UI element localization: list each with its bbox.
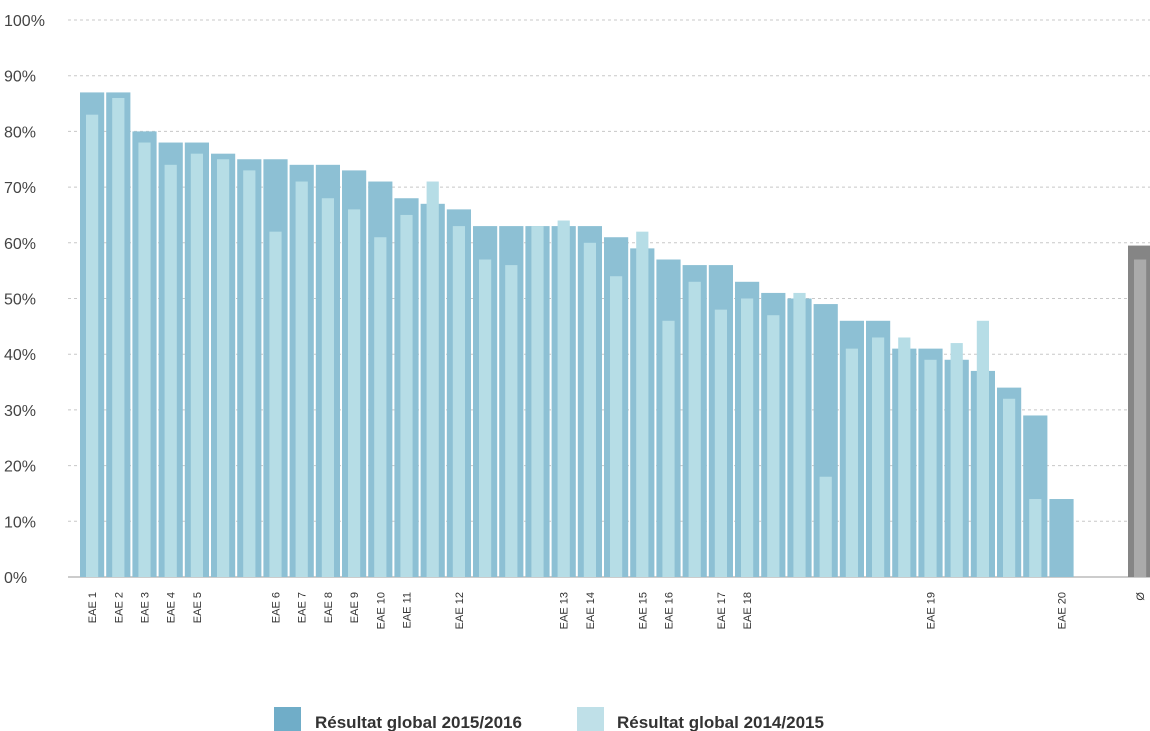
bar-2014-2015 (479, 259, 492, 577)
x-tick-label: EAE 11 (402, 592, 414, 629)
y-tick-label: 10% (4, 514, 36, 531)
bars (80, 92, 1150, 578)
legend-label-2014-2015: Résultat global 2014/2015 (617, 713, 824, 731)
legend-swatch-2015-2016 (274, 707, 301, 731)
legend-swatch-2014-2015 (577, 707, 604, 731)
bar-2014-2015 (505, 265, 518, 577)
x-tick-label: EAE 7 (297, 592, 309, 623)
bar-2014-2015 (269, 231, 282, 577)
bar-2014-2015 (295, 181, 308, 577)
bar-2015-2016 (1049, 499, 1074, 577)
y-tick-label: 20% (4, 459, 36, 476)
y-tick-label: 40% (4, 347, 36, 364)
x-tick-label: EAE 13 (559, 592, 571, 629)
x-tick-label: EAE 8 (323, 592, 335, 623)
bar-2014-2015 (321, 198, 334, 578)
bar-2014-2015 (452, 226, 465, 577)
x-tick-label: EAE 3 (140, 592, 152, 623)
bar-2014-2015 (531, 226, 544, 577)
x-tick-label: EAE 9 (349, 592, 361, 623)
y-tick-label: 60% (4, 236, 36, 253)
bar-2014-2015 (164, 164, 177, 577)
x-tick-label: EAE 15 (637, 592, 649, 629)
x-tick-label: EAE 1 (87, 592, 99, 623)
bar-2014-2015 (1029, 499, 1042, 577)
bar-2014-2015 (610, 276, 623, 577)
bar-2014-2015 (950, 343, 963, 577)
x-tick-label: EAE 4 (166, 592, 178, 623)
bar-2014-2015 (374, 237, 387, 578)
bar-2014-2015 (557, 220, 570, 577)
y-tick-label: 100% (4, 13, 45, 30)
x-axis: EAE 1 EAE 2 EAE 3 EAE 4 EAE 5 EAE 6 EAE 7 EAE 8… (87, 592, 1147, 630)
y-tick-label: 80% (4, 124, 36, 141)
x-tick-label: EAE 2 (113, 592, 125, 623)
y-tick-label: 70% (4, 180, 36, 197)
bar-2014-2015 (190, 153, 203, 577)
bar-2014-2015 (741, 298, 754, 577)
bar-2014-2015 (583, 242, 596, 578)
x-tick-label: EAE 16 (664, 592, 676, 629)
bar-2014-2015 (872, 337, 885, 577)
bar-2014-2015 (400, 214, 413, 577)
bar-2014-2015 (976, 320, 989, 577)
bar-2014-2015 (217, 159, 230, 577)
bar-2014-2015 (1134, 259, 1147, 577)
bar-2014-2015 (688, 281, 701, 577)
bar-2014-2015 (426, 181, 439, 577)
bar-2014-2015 (662, 320, 675, 577)
bar-2014-2015 (898, 337, 911, 577)
y-tick-label: 50% (4, 292, 36, 309)
bar-2014-2015 (1003, 398, 1016, 577)
y-tick-label: 90% (4, 69, 36, 86)
x-tick-label: EAE 18 (742, 592, 754, 629)
x-tick-label: EAE 10 (375, 592, 387, 629)
bar-2014-2015 (793, 292, 806, 577)
bar-2014-2015 (714, 309, 727, 577)
bar-2014-2015 (845, 348, 858, 577)
bar-2014-2015 (348, 209, 361, 577)
legend: Résultat global 2015/2016 Résultat globa… (274, 707, 824, 731)
x-tick-label: EAE 17 (716, 592, 728, 629)
x-tick-label: EAE 5 (192, 592, 204, 623)
bar-2014-2015 (86, 114, 99, 577)
bar-2014-2015 (138, 142, 151, 578)
bar-2014-2015 (636, 231, 649, 577)
bar-2014-2015 (243, 170, 256, 577)
legend-label-2015-2016: Résultat global 2015/2016 (315, 713, 522, 731)
y-tick-label: 0% (4, 570, 27, 587)
y-tick-label: 30% (4, 403, 36, 420)
bar-2014-2015 (112, 97, 125, 577)
bar-2014-2015 (924, 359, 937, 577)
x-tick-label: Ø (1135, 592, 1147, 601)
x-tick-label: EAE 14 (585, 592, 597, 629)
x-tick-label: EAE 12 (454, 592, 466, 629)
x-tick-label: EAE 20 (1057, 592, 1069, 629)
bar-2014-2015 (819, 476, 832, 577)
x-tick-label: EAE 19 (926, 592, 938, 629)
x-tick-label: EAE 6 (271, 592, 283, 623)
bar-2014-2015 (767, 315, 780, 577)
